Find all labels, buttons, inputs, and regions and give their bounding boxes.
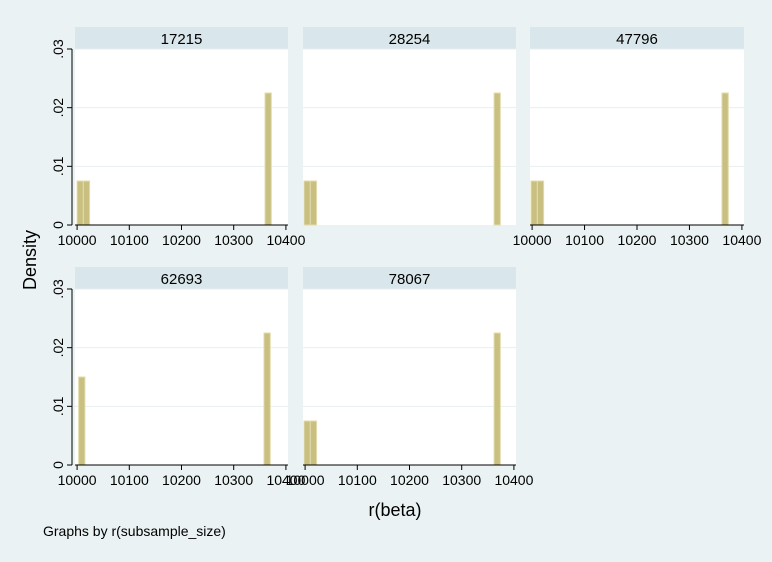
- y-tick-label: .03: [50, 279, 66, 299]
- panel-strip: [303, 27, 516, 49]
- histogram-bar: [530, 180, 538, 226]
- panel-78067: 78067 10000 10100 10200 10300 10400: [286, 267, 534, 488]
- graph-note: Graphs by r(subsample_size): [43, 523, 226, 539]
- plot-area: [75, 49, 288, 225]
- plot-area: [303, 49, 516, 225]
- y-tick-label: .01: [50, 156, 66, 176]
- x-tick-label: 10400: [494, 472, 533, 488]
- panel-title: 47796: [616, 31, 658, 48]
- x-tick-label: 10000: [513, 232, 552, 248]
- x-tick-label: 10300: [214, 232, 253, 248]
- x-tick-label: 10100: [110, 232, 149, 248]
- histogram-bar: [309, 180, 318, 226]
- histogram-bar: [721, 92, 729, 226]
- plot-area: [530, 49, 744, 225]
- x-tick-label: 10400: [266, 232, 305, 248]
- y-axis-title: Density: [20, 230, 40, 290]
- x-tick-label: 10000: [58, 232, 97, 248]
- x-tick-label: 10200: [618, 232, 657, 248]
- histogram-bar: [493, 332, 501, 466]
- panel-title: 62693: [161, 271, 203, 288]
- histogram-bar: [536, 180, 545, 226]
- y-tick-label: .02: [50, 338, 66, 358]
- histogram-bar: [82, 180, 91, 226]
- panel-strip: [530, 27, 744, 49]
- panels: 17215 0 .01 .02 .03 10000 10100 10200 10300 10400…: [50, 27, 762, 488]
- panel-17215: 17215 0 .01 .02 .03 10000 10100 10200 10300 10400: [50, 27, 306, 248]
- histogram-bar: [493, 92, 501, 226]
- panel-strip: [75, 27, 288, 49]
- histogram-bar: [303, 420, 311, 466]
- plot-area: [75, 289, 288, 465]
- x-tick-label: 10200: [390, 472, 429, 488]
- panel-47796: 47796 10000 10100 10200 10300 10400: [513, 27, 762, 248]
- y-tick-label: .03: [50, 39, 66, 59]
- y-tick-label: .01: [50, 396, 66, 416]
- y-tick-label: 0: [50, 461, 66, 469]
- x-tick-label: 10000: [58, 472, 97, 488]
- histogram-bar: [264, 92, 272, 226]
- x-tick-label: 10200: [162, 232, 201, 248]
- panel-28254: 28254: [303, 27, 516, 226]
- y-tick-label: .02: [50, 98, 66, 118]
- panel-title: 17215: [161, 31, 203, 48]
- plot-area: [303, 289, 516, 465]
- x-tick-label: 10100: [110, 472, 149, 488]
- x-tick-label: 10300: [442, 472, 481, 488]
- panel-strip: [303, 267, 516, 289]
- x-tick-label: 10300: [214, 472, 253, 488]
- x-tick-label: 10100: [565, 232, 604, 248]
- x-tick-label: 10400: [266, 472, 305, 488]
- x-axis-title: r(beta): [368, 500, 421, 520]
- x-tick-label: 10000: [286, 472, 325, 488]
- y-tick-label: 0: [50, 221, 66, 229]
- x-tick-label: 10400: [722, 232, 761, 248]
- panel-strip: [75, 267, 288, 289]
- histogram-bar: [263, 332, 271, 466]
- x-tick-label: 10300: [670, 232, 709, 248]
- x-tick-label: 10100: [338, 472, 377, 488]
- panel-62693: 62693 0 .01 .02 .03 10000 10100 10200 10300 10400: [50, 267, 306, 488]
- histogram-bar: [309, 420, 318, 466]
- histogram-bar: [303, 180, 311, 226]
- panel-title: 28254: [389, 31, 431, 48]
- panel-title: 78067: [389, 271, 431, 288]
- histogram-bar: [78, 376, 86, 466]
- x-tick-label: 10200: [162, 472, 201, 488]
- histogram-bar: [76, 180, 84, 226]
